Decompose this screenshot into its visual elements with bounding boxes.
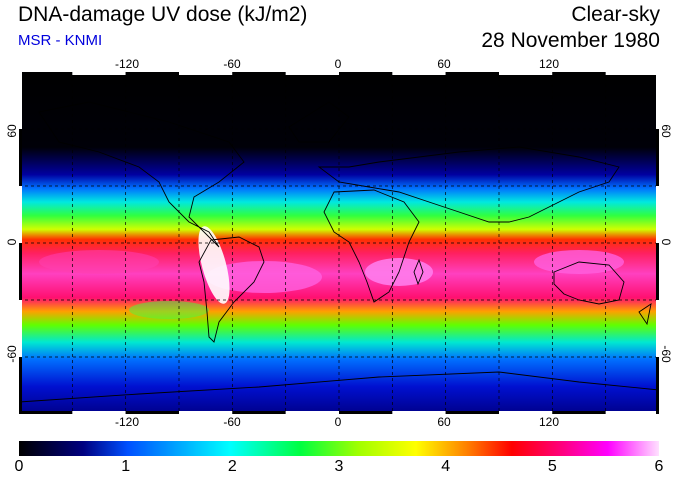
frame-segment (392, 411, 446, 414)
frame-segment (656, 186, 659, 243)
left-lat-tick-60: 60 (5, 124, 19, 138)
top-lon-tick-0: 0 (334, 57, 342, 71)
frame-segment (19, 129, 22, 186)
frame-segment (19, 357, 22, 414)
frame-segment (232, 411, 286, 414)
green-patch-south-pacific (129, 301, 209, 319)
frame-segment (339, 411, 393, 414)
colorbar-tick-5: 5 (547, 458, 557, 475)
frame-segment (125, 411, 179, 414)
coast-eurasia (317, 146, 620, 223)
frame-segment (656, 129, 659, 186)
frame-segment (392, 72, 446, 75)
colorbar-tick-2: 2 (227, 458, 237, 475)
colorbar (19, 441, 659, 456)
chart-title: DNA-damage UV dose (kJ/m2) (18, 3, 308, 26)
frame-segment (656, 357, 659, 414)
bottom-lon-tick-minus60: -60 (223, 415, 241, 429)
frame-segment (125, 72, 179, 75)
frame-segment (445, 72, 499, 75)
map-frame (19, 72, 659, 414)
frame-segment (552, 72, 606, 75)
frame-segment (285, 72, 339, 75)
colorbar-tick-0: 0 (14, 458, 24, 475)
bottom-lon-tick-120: 120 (538, 415, 560, 429)
coast-south-america (198, 236, 265, 343)
right-lat-tick-60: 60 (659, 124, 673, 138)
frame-segment (19, 186, 22, 243)
left-lat-tick-0: 0 (5, 238, 19, 246)
coast-antarctica (19, 371, 659, 403)
frame-segment (72, 411, 126, 414)
colorbar-gradient (19, 441, 659, 456)
top-lon-tick-minus60: -60 (223, 57, 241, 71)
frame-segment (499, 72, 553, 75)
frame-segment (552, 411, 606, 414)
colorbar-tick-3: 3 (334, 458, 344, 475)
left-lat-tick-minus60: -60 (5, 345, 19, 363)
frame-segment (19, 72, 73, 75)
bottom-lon-tick-minus120: -120 (114, 415, 140, 429)
top-lon-tick-120: 120 (538, 57, 560, 71)
right-lat-tick-minus60: -60 (659, 345, 673, 363)
frame-segment (656, 300, 659, 357)
coast-new-zealand (638, 303, 652, 326)
coast-africa (323, 189, 420, 303)
frame-segment (499, 411, 553, 414)
frame-segment (605, 72, 659, 75)
coast-australia (553, 261, 625, 305)
colorbar-tick-6: 6 (654, 458, 664, 475)
colorbar-tick-4: 4 (441, 458, 451, 475)
frame-segment (19, 411, 73, 414)
frame-segment (19, 243, 22, 300)
frame-segment (605, 411, 659, 414)
coast-greenland (288, 101, 350, 143)
source-label: MSR - KNMI (18, 32, 103, 49)
date-label: 28 November 1980 (481, 29, 660, 52)
grid-lines (19, 72, 659, 414)
coast-madagascar (413, 258, 424, 286)
high-dose-patch-pacific (39, 250, 159, 274)
frame-segment (445, 411, 499, 414)
frame-segment (285, 411, 339, 414)
high-dose-patch-south-america (206, 261, 322, 293)
bottom-lon-tick-60: 60 (437, 415, 451, 429)
coast-north-america (38, 101, 245, 248)
frame-segment (179, 411, 233, 414)
frame-segment (179, 72, 233, 75)
frame-segment (656, 243, 659, 300)
top-lon-tick-60: 60 (437, 57, 451, 71)
frame-segment (656, 72, 659, 129)
andes-max-patch (198, 226, 230, 304)
frame-segment (72, 72, 126, 75)
top-lon-tick-minus120: -120 (114, 57, 140, 71)
uv-dose-map (19, 72, 659, 414)
frame-segment (19, 72, 22, 129)
frame-segment (339, 72, 393, 75)
frame-segment (232, 72, 286, 75)
bottom-lon-tick-0: 0 (334, 415, 342, 429)
coastlines (19, 101, 659, 403)
right-lat-tick-0: 0 (659, 238, 673, 246)
frame-segment (19, 300, 22, 357)
condition-label: Clear-sky (571, 3, 660, 26)
colorbar-tick-1: 1 (121, 458, 131, 475)
